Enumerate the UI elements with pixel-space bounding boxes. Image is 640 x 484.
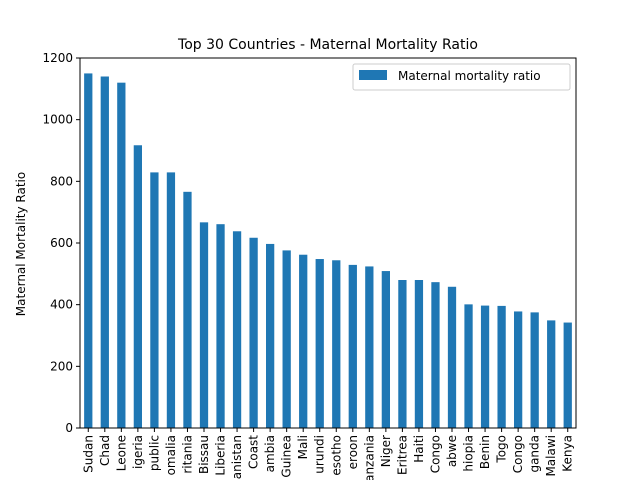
bar-17 [348,264,357,428]
x-tick-label: anzania [362,435,376,480]
x-tick-label: esotho [329,435,343,476]
y-tick-label: 1000 [42,113,73,127]
bar-10 [232,231,242,428]
bar-30 [563,322,572,428]
bar-7 [183,191,192,428]
x-tick-label: omalia [164,435,178,475]
bar-16 [332,260,341,428]
bar-23 [447,286,457,428]
bar-12 [266,243,275,428]
x-tick-label: Liberia [214,435,228,476]
plot-area [80,58,576,428]
x-tick-label: Bissau [197,435,211,474]
bar-11 [249,237,258,428]
x-tick-label: Congo [428,435,442,473]
bar-25 [480,305,490,428]
legend-label: Maternal mortality ratio [398,69,541,83]
x-tick-label: Congo [511,435,525,473]
x-tick-label: ritania [180,435,194,474]
y-tick-label: 1200 [42,51,73,65]
bar-15 [315,259,324,428]
bar-24 [464,304,473,428]
bar-18 [365,266,374,428]
x-tick-label: Kenya [561,435,575,472]
y-tick-label: 600 [50,236,73,250]
bar-27 [514,311,523,428]
bar-19 [381,271,390,428]
x-tick-label: ganda [528,435,542,473]
chart-title: Top 30 Countries - Maternal Mortality Ra… [177,37,478,53]
bar-20 [398,280,407,428]
x-tick-label: Benin [478,435,492,469]
x-tick-label: Coast [247,435,261,469]
y-tick-label: 400 [50,298,73,312]
bar-29 [547,320,556,428]
x-tick-label: Haiti [412,435,426,463]
x-tick-label: Guinea [280,435,294,478]
x-tick-label: Eritrea [395,435,409,475]
x-tick-label: Sudan [81,435,95,473]
x-tick-label: igeria [131,435,145,469]
bar-22 [431,282,440,428]
y-tick-label: 0 [65,421,73,435]
x-tick-label: anistan [230,435,244,479]
bar-6 [166,172,176,428]
x-tick-label: ambia [263,435,277,472]
bar-9 [216,224,225,428]
y-axis-label: Maternal Mortality Ratio [14,172,28,316]
bar-3 [117,82,126,429]
x-tick-label: Leone [114,435,128,471]
y-tick-label: 800 [50,174,73,188]
bar-21 [414,280,424,428]
plot-frame [79,57,577,429]
bars-group [84,73,572,429]
bar-4 [133,145,142,428]
x-tick-label: Niger [379,435,393,467]
legend: Maternal mortality ratio [352,63,571,91]
plot-background [80,58,576,428]
legend-frame [352,63,571,91]
bar-1 [84,73,93,429]
bar-14 [299,254,308,428]
bar-5 [150,172,159,428]
x-tick-label: Chad [98,435,112,466]
bar-2 [100,76,109,428]
x-tick-label: hiopia [462,435,476,472]
bar-13 [282,250,291,428]
x-tick-label: public [147,435,161,471]
bar-8 [199,222,209,428]
bar-28 [530,312,539,429]
y-tick-label: 200 [50,359,73,373]
x-axis: Sudan Chad Leone igeria public omalia ritania B… [81,428,575,482]
x-tick-label: Mali [296,435,310,459]
legend-swatch [359,70,387,80]
y-axis: 0 200 400 600 800 1000 1200 [42,51,80,435]
x-tick-label: Togo [495,435,509,464]
x-tick-label: urundi [313,435,327,474]
bar-26 [497,305,506,428]
x-tick-label: Malawi [544,435,558,477]
x-tick-label: abwe [445,435,459,467]
x-tick-label: eroon [346,435,360,469]
